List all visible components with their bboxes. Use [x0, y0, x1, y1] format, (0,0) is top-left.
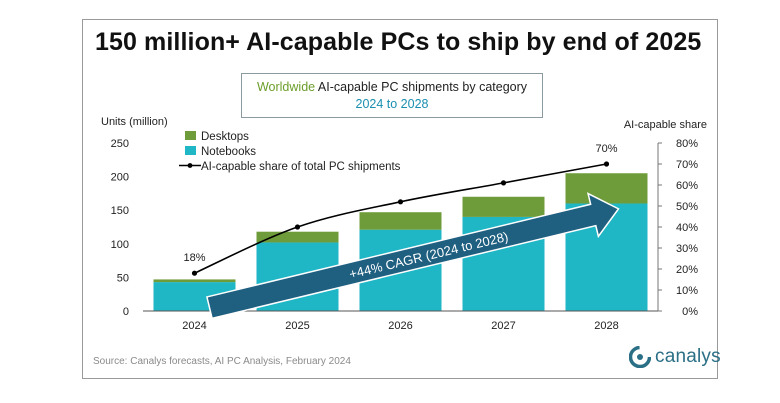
share-data-label: 18%: [183, 252, 205, 264]
share-point: [397, 199, 404, 205]
canalys-logo: canalys: [629, 346, 721, 368]
y-tick-right-label: 60%: [676, 180, 698, 192]
legend-swatch-notebooks: [185, 146, 196, 155]
legend-swatch-desktops: [185, 131, 196, 140]
y-tick-left-label: 50: [117, 272, 129, 284]
share-point: [294, 224, 301, 230]
share-point: [191, 270, 198, 276]
x-tick-label: 2025: [285, 320, 309, 332]
y-tick-right-label: 10%: [676, 285, 698, 297]
y-tick-right-label: 30%: [676, 243, 698, 255]
legend-label-share: AI-capable share of total PC shipments: [201, 161, 401, 173]
y-tick-right-label: 20%: [676, 264, 698, 276]
y-tick-left-label: 0: [123, 306, 129, 318]
subtitle-worldwide: Worldwide: [256, 80, 316, 94]
bar-desktops: [462, 196, 545, 217]
subtitle-date-range: 2024 to 2028: [355, 97, 429, 111]
y-tick-left-label: 250: [111, 138, 129, 150]
y-axis-right-title: AI-capable share: [624, 119, 707, 131]
bar-desktops: [565, 173, 648, 204]
source-note: Source: Canalys forecasts, AI PC Analysi…: [93, 356, 351, 367]
y-tick-right-label: 80%: [676, 138, 698, 150]
y-tick-right-label: 40%: [676, 222, 698, 234]
subtitle-description: AI-capable PC shipments by category: [317, 80, 528, 94]
y-tick-left-label: 200: [111, 172, 129, 184]
legend-label-desktops: Desktops: [201, 131, 249, 143]
cagr-arrow-shape: [206, 192, 620, 320]
chart-subtitle-box: Worldwide AI-capable PC shipments by cat…: [241, 73, 543, 118]
share-point: [603, 161, 610, 167]
y-tick-right-label: 50%: [676, 201, 698, 213]
y-tick-left-label: 100: [111, 239, 129, 251]
legend-label-notebooks: Notebooks: [201, 146, 256, 158]
page-title: 150 million+ AI-capable PCs to ship by e…: [95, 28, 702, 56]
canalys-logo-wordmark: canalys: [655, 346, 721, 367]
y-tick-right-label: 0%: [682, 306, 698, 318]
bar-desktops: [153, 279, 236, 283]
x-tick-label: 2028: [594, 320, 618, 332]
x-tick-label: 2026: [388, 320, 412, 332]
subtitle-line-1: Worldwide AI-capable PC shipments by cat…: [242, 79, 542, 96]
y-tick-right-label: 70%: [676, 159, 698, 171]
x-tick-label: 2024: [182, 320, 206, 332]
bar-desktops: [359, 212, 442, 230]
legend-marker-share: [187, 163, 193, 168]
share-data-label: 70%: [595, 143, 617, 155]
bar-desktops: [256, 231, 339, 243]
y-tick-left-label: 150: [111, 205, 129, 217]
x-tick-label: 2027: [491, 320, 515, 332]
y-axis-left-title: Units (million): [101, 116, 168, 128]
share-point: [500, 180, 507, 186]
canalys-logo-icon: [629, 346, 651, 368]
